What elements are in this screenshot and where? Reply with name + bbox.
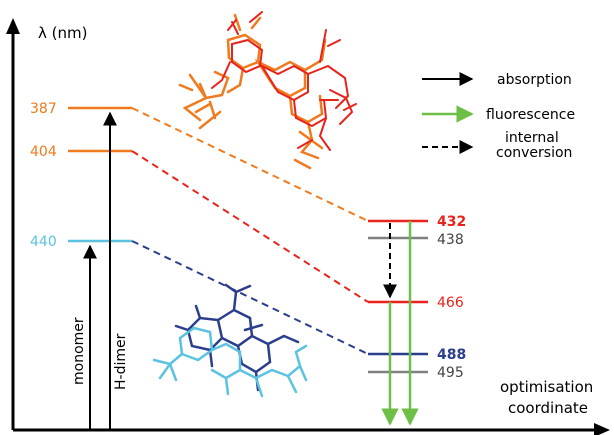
legend-internal-label: internal: [505, 130, 559, 146]
h-dimer-label: H-dimer: [113, 333, 129, 390]
level-438-label: 438: [437, 232, 464, 248]
y-axis-arrowhead: [6, 18, 20, 34]
level-440-label: 440: [30, 234, 57, 250]
level-432-label: 432: [437, 214, 466, 230]
orange-red-molecule-structure-icon: [178, 11, 357, 170]
level-387-label: 387: [30, 101, 57, 117]
level-404-label: 404: [30, 144, 57, 160]
blue-molecule-structure-icon: [152, 283, 308, 398]
monomer-label: monomer: [71, 317, 87, 385]
dashed-connector-404-466: [131, 150, 369, 303]
x-axis-arrowhead: [594, 423, 610, 435]
legend-fluorescence-label: fluorescence: [486, 107, 575, 123]
dashed-connector-440-488: [131, 240, 369, 355]
level-466-label: 466: [437, 295, 464, 311]
legend-conversion-label: conversion: [496, 145, 572, 161]
level-488-label: 488: [437, 347, 466, 363]
level-495-label: 495: [437, 365, 464, 381]
x-axis-label-line1: optimisation: [500, 378, 593, 396]
legend-absorption-label: absorption: [497, 72, 572, 88]
legend: absorption fluorescence internal convers…: [422, 72, 575, 161]
x-axis-label-line2: coordinate: [508, 399, 588, 417]
y-axis-label: λ (nm): [38, 24, 87, 42]
dashed-connector-387-432: [131, 107, 369, 222]
